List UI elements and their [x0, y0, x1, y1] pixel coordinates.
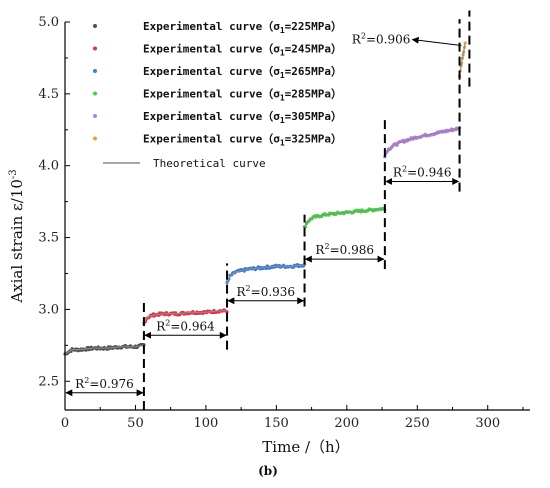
r-squared-label: R2=0.946 [393, 165, 452, 180]
x-tick-label: 300 [475, 416, 500, 431]
x-tick-label: 50 [127, 416, 144, 431]
r-squared-label-top: R2=0.906 [352, 32, 411, 47]
y-axis-title: Axial strain ε/10-3 [8, 169, 26, 303]
axes-layer: 0 50 100 150 200 250 300 2.5 3.0 3.5 4.0 4.5 5.0 [38, 15, 530, 431]
theoretical-curve-segment [64, 344, 145, 355]
legend-marker [93, 91, 97, 96]
r-squared-label: R2=0.936 [237, 284, 296, 299]
r-squared-label: R2=0.976 [75, 376, 134, 391]
y-tick-label: 4.0 [38, 159, 59, 174]
x-axis-title: Time /（h） [262, 438, 349, 456]
legend-label: Experimental curve（σ1=325MPa） [143, 133, 342, 148]
series-3 [225, 262, 307, 285]
y-tick-label: 3.5 [38, 231, 59, 246]
y-tick-label: 3.0 [38, 302, 59, 317]
legend-label: Experimental curve（σ1=285MPa） [143, 88, 342, 103]
annotation-pointer [411, 36, 462, 47]
legend-marker [93, 46, 97, 51]
y-tick-label: 5.0 [38, 15, 59, 30]
r-squared-label: R2=0.986 [315, 242, 374, 257]
legend-marker [93, 24, 97, 28]
series-layer [63, 41, 467, 356]
legend-label: Experimental curve（σ1=245MPa） [143, 43, 342, 58]
series-2 [142, 308, 229, 326]
legend-marker [93, 114, 97, 118]
x-tick-label: 200 [334, 416, 359, 431]
theoretical-curve-segment [143, 310, 227, 325]
x-tick-label: 100 [193, 416, 218, 431]
series-5 [383, 126, 462, 159]
theoretical-curve-segment [303, 208, 385, 228]
theoretical-curve-segment [226, 264, 305, 284]
x-tick-label: 0 [61, 416, 69, 431]
x-tick-label: 150 [264, 416, 289, 431]
series-1 [63, 342, 146, 356]
y-axis-title-main: Axial strain ε/10 [8, 179, 26, 304]
data-point [463, 41, 467, 45]
legend-label: Experimental curve（σ1=225MPa） [143, 20, 342, 35]
y-axis-title-exponent: -3 [8, 169, 19, 179]
series-4 [302, 206, 387, 229]
legend-theory-label: Theoretical curve [153, 157, 266, 170]
x-tick-label: 250 [405, 416, 430, 431]
legend-label: Experimental curve（σ1=265MPa） [143, 65, 342, 80]
y-tick-label: 2.5 [38, 374, 59, 389]
y-tick-label: 4.5 [38, 87, 59, 102]
theoretical-curve-segment [384, 127, 460, 156]
annotation-layer: R2=0.976 R2=0.964 R2=0.936 R2=0.986 R2=0.946… [65, 10, 471, 410]
figure-caption: (b) [258, 464, 278, 478]
theoretical-curve-segment [458, 43, 466, 76]
r-squared-label: R2=0.964 [156, 318, 215, 333]
legend-marker [93, 69, 97, 73]
legend: Experimental curve（σ1=225MPa） Experimenta… [93, 20, 342, 170]
legend-label: Experimental curve（σ1=305MPa） [143, 110, 342, 125]
legend-marker [93, 136, 97, 141]
